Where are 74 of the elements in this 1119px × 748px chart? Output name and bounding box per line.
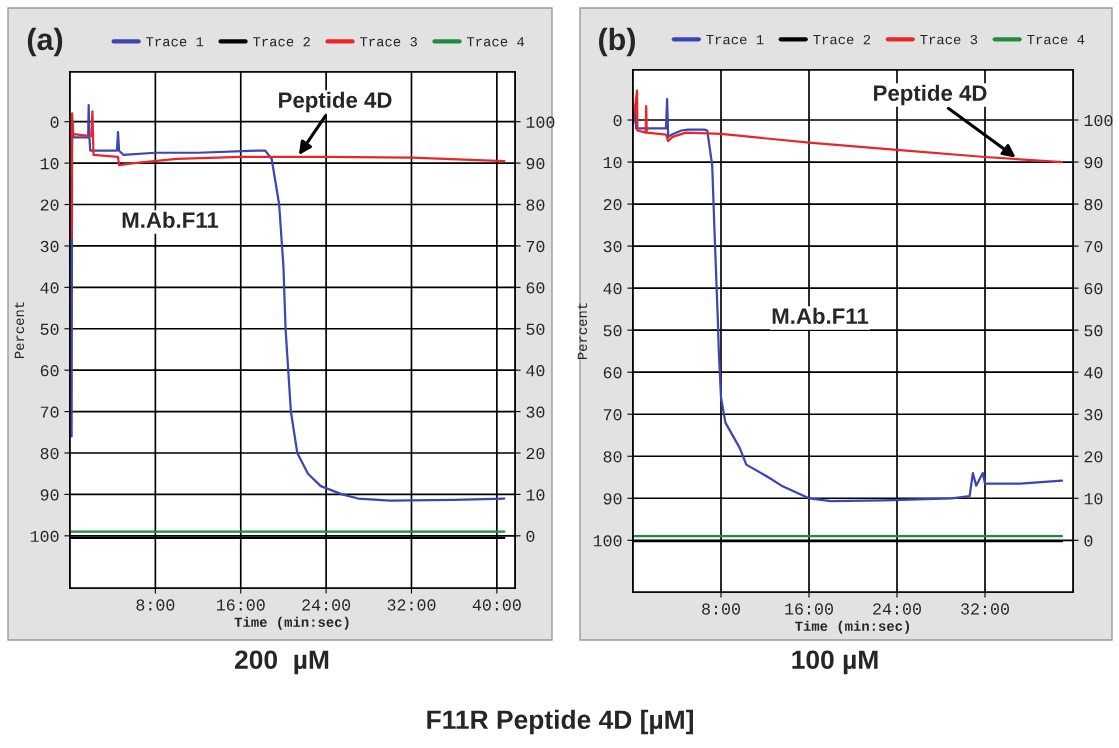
y-axis-title: Percent	[577, 303, 588, 360]
y-tick-label: 30	[603, 240, 622, 253]
y2-tick-label: 100	[1084, 114, 1113, 127]
y-tick-label: 20	[40, 199, 59, 211]
y-tick-label: 60	[40, 365, 59, 377]
text: (a)	[27, 27, 63, 57]
y-tick-label: 40	[603, 283, 622, 295]
y2-tick-label: 90	[526, 158, 545, 170]
legend-label: Trace 2	[253, 37, 310, 47]
legend-label: Trace 2	[813, 34, 871, 45]
x-tick-label: 32:00	[387, 599, 436, 611]
x-tick-label: 32:00	[961, 603, 1009, 615]
y-tick-label: 0	[613, 114, 622, 127]
legend-label: Trace 4	[1027, 35, 1085, 45]
y2-tick-label: 20	[526, 447, 545, 460]
annotation: M.Ab.F11	[772, 307, 869, 324]
y2-tick-label: 10	[526, 489, 545, 501]
y2-tick-label: 10	[1084, 493, 1103, 505]
y-tick-label: 60	[603, 367, 622, 379]
y-tick-label: 50	[40, 323, 59, 335]
y2-tick-label: 20	[1084, 451, 1103, 463]
legend-label: Trace 1	[706, 35, 764, 45]
y-tick-label: 10	[603, 156, 622, 169]
y2-tick-label: 70	[1084, 240, 1103, 253]
x-tick-label: 16:00	[785, 603, 833, 615]
y2-tick-label: 0	[1084, 535, 1093, 547]
text: F11R Peptide 4D [µM]	[427, 709, 693, 735]
y2-tick-label: 0	[526, 530, 535, 543]
y2-tick-label: 100	[526, 116, 555, 128]
annotation: M.Ab.F11	[122, 211, 219, 228]
x-tick-label: 8:00	[136, 599, 175, 611]
legend-label: Trace 3	[920, 34, 978, 45]
text: (b)	[599, 27, 635, 57]
x-tick-label: 8:00	[702, 603, 740, 615]
y2-tick-label: 80	[526, 199, 545, 211]
y-tick-label: 90	[40, 489, 59, 501]
y-tick-label: 10	[40, 158, 59, 170]
x-tick-label: 24:00	[302, 599, 351, 611]
x-tick-label: 24:00	[873, 603, 921, 615]
y-axis-title: Percent	[14, 302, 25, 359]
y2-tick-label: 40	[1084, 367, 1103, 379]
y-tick-label: 100	[30, 530, 59, 543]
y2-tick-label: 80	[1084, 198, 1103, 211]
x-axis-title: Time (min:sec)	[795, 620, 910, 634]
y2-tick-label: 30	[526, 406, 545, 418]
y2-tick-label: 40	[526, 365, 545, 377]
y-tick-label: 70	[40, 406, 59, 418]
y2-tick-label: 30	[1084, 409, 1103, 421]
y2-tick-label: 60	[1084, 283, 1103, 295]
annotation: Peptide 4D	[874, 84, 987, 106]
x-tick-label: 16:00	[216, 599, 265, 611]
y-tick-label: 30	[40, 240, 59, 253]
y-tick-label: 70	[603, 409, 622, 421]
annotation: Peptide 4D	[279, 91, 392, 113]
y-tick-label: 40	[40, 282, 59, 294]
legend-label: Trace 1	[146, 37, 204, 47]
text: 200 µM	[234, 650, 329, 675]
y-tick-label: 80	[40, 447, 59, 460]
y2-tick-label: 50	[1084, 325, 1103, 337]
y2-tick-label: 60	[526, 282, 545, 294]
y-tick-label: 50	[603, 325, 622, 337]
y-tick-label: 0	[50, 116, 59, 128]
y2-tick-label: 90	[1084, 156, 1103, 169]
y-tick-label: 80	[603, 451, 622, 463]
legend-label: Trace 3	[359, 37, 417, 47]
y-tick-label: 90	[603, 493, 622, 505]
x-axis-title: Time (min:sec)	[234, 616, 349, 630]
y2-tick-label: 50	[526, 323, 545, 335]
legend-label: Trace 4	[466, 37, 525, 47]
y-tick-label: 20	[603, 198, 622, 211]
y2-tick-label: 70	[526, 240, 545, 253]
x-tick-label: 40:00	[472, 599, 521, 611]
y-tick-label: 100	[593, 535, 622, 547]
text: 100 µM	[792, 650, 878, 675]
